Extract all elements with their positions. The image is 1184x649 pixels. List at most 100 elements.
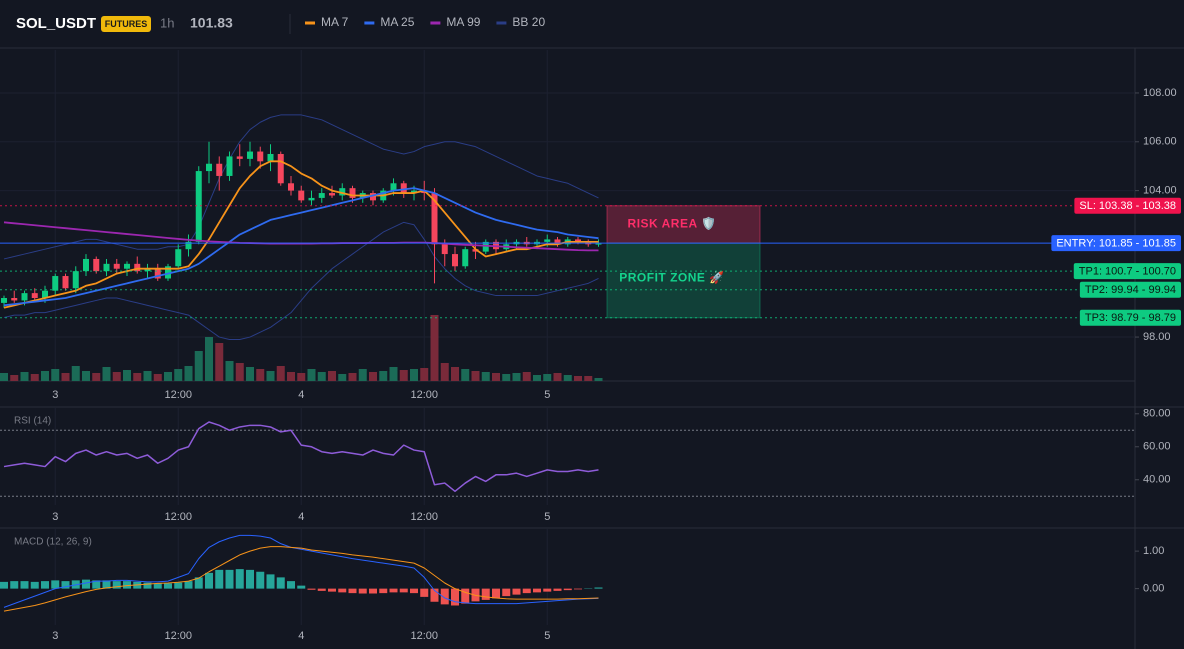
rsi-line [3,421,599,493]
volume-bar [0,373,8,381]
histogram-bar [20,581,29,589]
candle-body [431,193,438,245]
volume-bar [194,351,203,381]
candle-body [236,156,243,159]
macd-line [3,534,599,608]
volume-bar [481,372,490,381]
histogram-bar [266,574,275,589]
x-tick-label: 12:00 [164,389,192,401]
candle-body [52,276,59,291]
histogram-bar [461,588,470,604]
volume-bar [143,371,152,381]
price-label-background [1079,281,1181,298]
volume-bar [112,372,121,381]
histogram-bar [297,585,306,589]
candle-body [42,290,48,299]
volume-bar [399,370,408,381]
volume-bar [297,373,306,381]
volume-bar [492,373,500,381]
x-tick-label: 12:00 [164,630,192,642]
candle-body [83,258,89,272]
volume-bar [369,372,377,381]
histogram-bar [184,581,193,589]
candle-body [595,243,602,245]
symbol: SOL_USDT [16,15,96,32]
volume-bar [225,361,234,381]
last-price: 101.83 [190,15,233,31]
candle-body [257,151,264,162]
x-tick-label: 4 [298,511,304,523]
histogram-bar [317,588,326,591]
candle-body [390,183,397,191]
volume-bar [420,368,429,381]
x-tick-label: 12:00 [164,511,192,523]
histogram-bar [246,569,254,589]
y-tick-label: 108.00 [1143,87,1177,99]
volume-bar [594,378,603,381]
histogram-bar [399,588,408,593]
histogram-bar [194,577,203,589]
volume-bar [276,366,285,381]
zone-label: PROFIT ZONE 🚀 [619,271,724,285]
histogram-bar [338,588,347,593]
y-tick-label: 98.00 [1143,331,1171,343]
histogram-bar [10,581,19,589]
moving-average [3,187,599,307]
zone-label: RISK AREA 🛡️ [628,217,717,231]
histogram-bar [553,588,562,591]
candle-body [93,258,100,272]
x-tick-label: 5 [544,511,550,523]
volume-bar [184,366,193,381]
histogram-bar [215,569,224,589]
candle-body [482,241,489,252]
histogram-bar [440,588,449,605]
candle-body [308,197,315,201]
histogram-bar [481,588,490,600]
candle-body [544,239,551,242]
histogram-bar [492,588,500,599]
price-label: TP2: 99.94 - 99.94 [1085,284,1176,296]
pane-title: MACD (12, 26, 9) [14,537,92,548]
candle-body [329,193,335,196]
volume-bar [41,371,49,381]
histogram-bar [205,572,213,589]
volume-bar [440,363,449,381]
interval: 1h [160,15,174,30]
bollinger-upper [3,114,599,260]
volume-bar [10,375,19,381]
candle-body [72,271,79,289]
zone [606,205,761,244]
volume-bar [287,372,295,381]
volume-bar [379,371,388,381]
histogram-bar [594,587,603,589]
x-tick-label: 4 [298,389,304,401]
histogram-bar [430,588,439,602]
histogram-bar [522,588,531,594]
histogram-bar [420,588,429,597]
y-tick-label: 106.00 [1143,136,1177,148]
candle-body [247,151,253,159]
histogram-bar [225,569,234,589]
histogram-bar [51,580,60,589]
volume-bar [235,363,244,381]
histogram-bar [143,582,152,589]
volume-bar [430,315,439,381]
candle-body [103,263,110,272]
x-tick-label: 3 [52,389,58,401]
histogram-bar [369,588,377,594]
zone [606,242,761,319]
histogram-bar [358,588,367,594]
candle-body [298,190,305,201]
volume-bar [266,371,275,381]
volume-bar [153,374,162,381]
x-tick-label: 12:00 [410,630,438,642]
volume-bar [71,366,80,381]
histogram-bar [164,583,172,589]
volume-bar [61,373,70,381]
volume-bar [451,367,459,381]
histogram-bar [30,581,39,589]
volume-bar [348,373,357,381]
y-tick-label: 1.00 [1143,545,1164,557]
volume-bar [563,375,572,381]
